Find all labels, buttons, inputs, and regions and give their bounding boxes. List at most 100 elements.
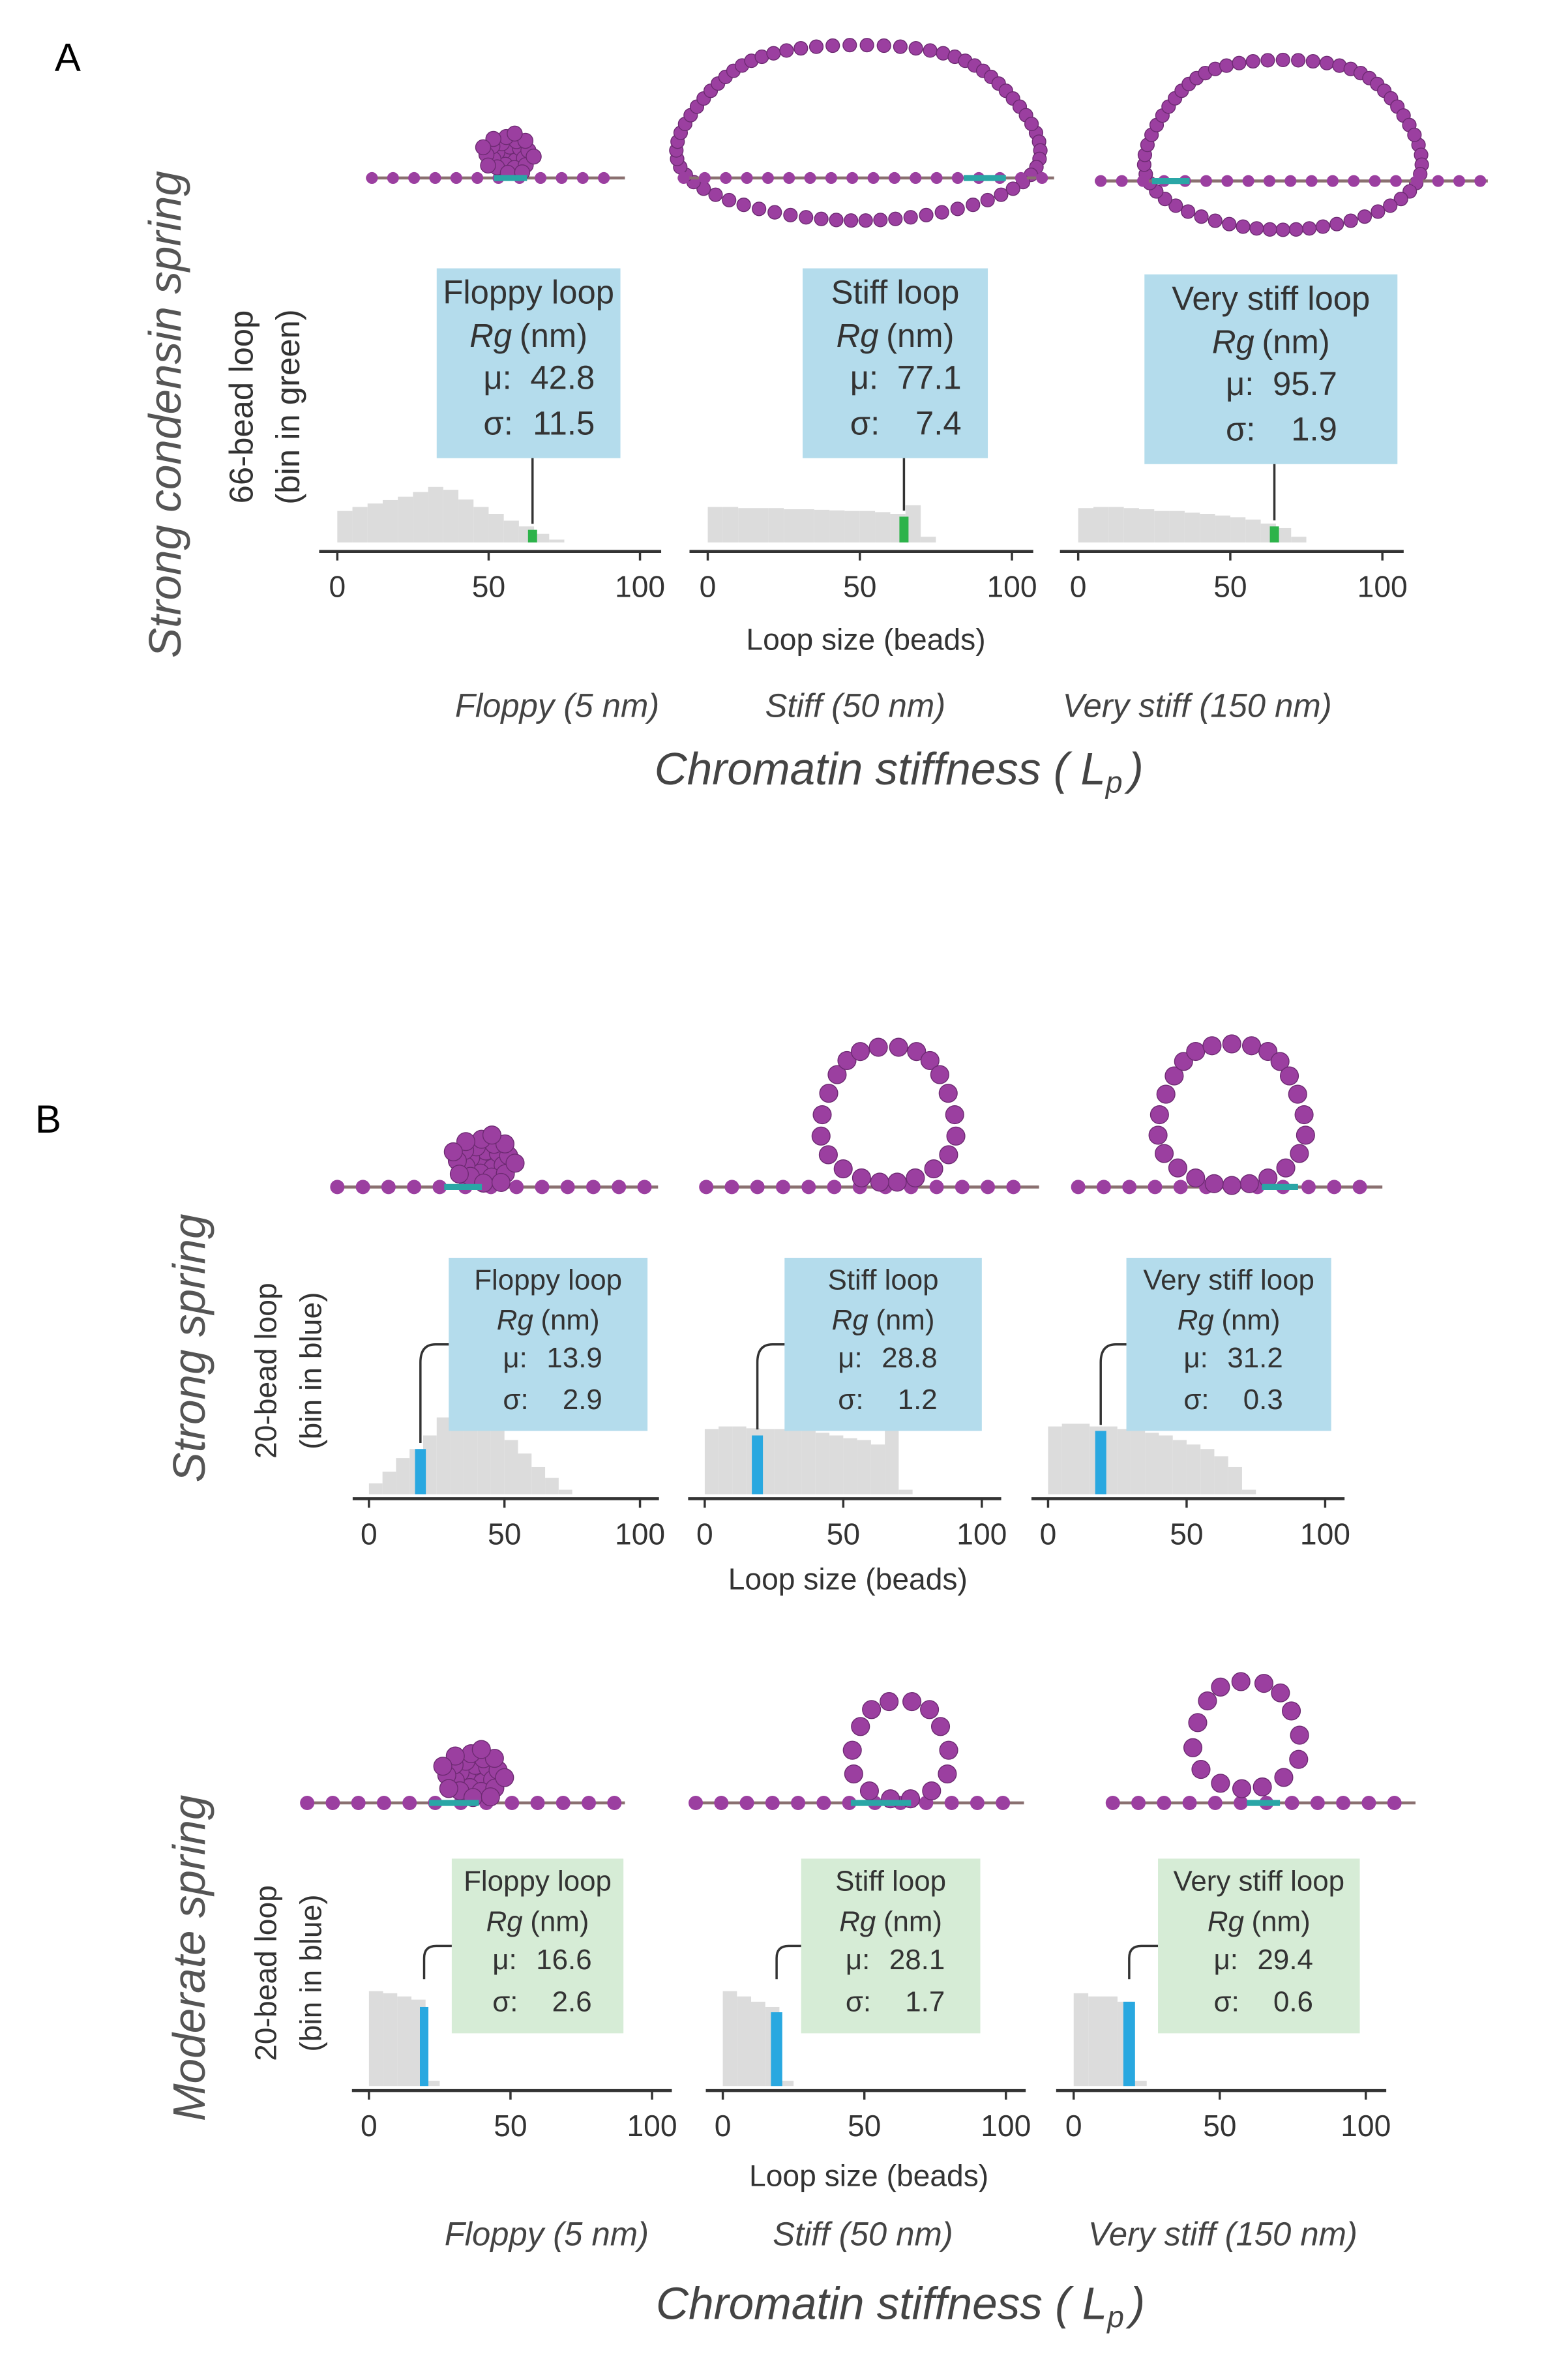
rg-symbol: Rg [486, 1905, 524, 1937]
bead [939, 1740, 958, 1760]
bead [722, 192, 737, 207]
histogram-bar [885, 1431, 899, 1495]
box-rg: Rg (nm) [832, 1304, 935, 1336]
bead [945, 1105, 964, 1125]
bead [1245, 53, 1260, 69]
annotation-box [449, 1257, 648, 1431]
bead [708, 187, 723, 202]
bead [1290, 1725, 1309, 1745]
bead [1291, 53, 1306, 68]
bead [689, 1796, 704, 1810]
stat-value: 1.2 [898, 1384, 938, 1416]
histogram-bar [722, 507, 739, 543]
histogram-bar [1215, 515, 1230, 543]
box-title: Stiff loop [835, 1866, 946, 1897]
bead [1234, 1796, 1249, 1810]
histogram-bar [722, 1991, 737, 2087]
bead [1006, 1180, 1021, 1195]
bead [1116, 175, 1128, 187]
bead [922, 1781, 942, 1801]
histogram-bar [857, 1440, 871, 1495]
bead [741, 171, 753, 185]
bead [889, 1037, 908, 1057]
bead [966, 198, 981, 213]
bead [443, 1142, 463, 1161]
stiffness-label: Stiff (50 nm) [765, 687, 946, 724]
bead [724, 1180, 739, 1195]
bead [814, 211, 829, 226]
highlight-bar [1123, 2001, 1135, 2087]
bead [1260, 53, 1275, 68]
histogram-bar [788, 1431, 802, 1495]
bead [1383, 198, 1398, 213]
histogram-bar [1123, 508, 1139, 543]
box-rg: Rg (nm) [1212, 323, 1330, 361]
title-part: L [1080, 744, 1106, 795]
bead [868, 1037, 888, 1057]
bead [887, 1172, 907, 1192]
bead [765, 1796, 780, 1810]
bead [535, 1180, 550, 1195]
histogram-bar [1078, 508, 1093, 543]
leader-line [775, 1944, 801, 1980]
x-tick-label: 0 [329, 570, 346, 604]
rg-unit: (nm) [883, 1905, 942, 1937]
bead [825, 38, 840, 53]
histogram-bar [760, 1429, 775, 1495]
bead [1200, 175, 1213, 187]
bead [1122, 1180, 1137, 1195]
histogram-bar [829, 510, 845, 543]
bead [791, 1796, 806, 1810]
rg-unit: (nm) [520, 318, 587, 355]
bead [1222, 216, 1237, 231]
bead [1136, 175, 1149, 187]
annotation-box [1144, 274, 1398, 464]
box-title: Very stiff loop [1172, 280, 1370, 317]
bead [1242, 175, 1254, 187]
bead [1173, 1180, 1188, 1195]
bead [1208, 213, 1223, 228]
histogram-bar [719, 1426, 733, 1495]
bead [1211, 1677, 1230, 1697]
histogram-bar [704, 1429, 719, 1495]
bead [484, 1749, 504, 1768]
bead [1024, 117, 1039, 132]
bead [938, 1084, 958, 1103]
bead [330, 1180, 345, 1195]
bead [1327, 1180, 1342, 1195]
annotation-box [436, 268, 621, 458]
bead [819, 1084, 838, 1103]
stiffness-label: Stiff (50 nm) [773, 2216, 953, 2253]
histogram-bar [352, 507, 368, 543]
bead [929, 1180, 944, 1195]
bead [930, 1065, 949, 1084]
bead [482, 1125, 501, 1145]
bead [1156, 1084, 1176, 1104]
bead [850, 1042, 870, 1062]
bead [1157, 1796, 1172, 1810]
bead [842, 1740, 862, 1760]
bead [1305, 175, 1318, 187]
bead [1274, 1768, 1294, 1787]
annotation-box [803, 268, 988, 458]
bead [612, 1180, 627, 1195]
box-title: Floppy loop [443, 274, 614, 311]
bead [1393, 192, 1408, 207]
stat-value: 16.6 [536, 1944, 591, 1976]
bead [1202, 1036, 1222, 1056]
stat-label: μ: [838, 1342, 862, 1374]
annotation-box [801, 1858, 981, 2034]
bead [1343, 213, 1358, 228]
histogram-bar [707, 507, 723, 543]
bead [858, 213, 873, 228]
histogram-bar [1184, 513, 1200, 543]
bead [471, 171, 484, 185]
x-tick-label: 50 [472, 570, 505, 604]
histogram-bar [921, 537, 936, 543]
bead [1407, 127, 1422, 142]
stat-value: 42.8 [530, 359, 595, 396]
histogram-bar [473, 507, 489, 543]
bead [996, 1796, 1011, 1810]
x-tick-label: 100 [1357, 570, 1408, 604]
bead [714, 1796, 729, 1810]
